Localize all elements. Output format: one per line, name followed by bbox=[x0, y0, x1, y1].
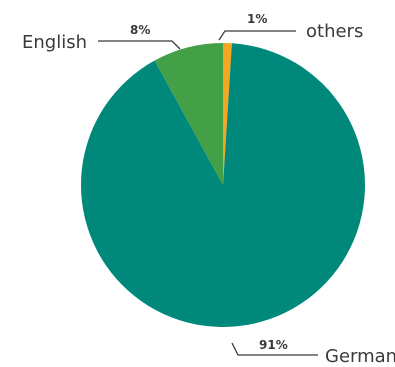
pct-label-english: 8% bbox=[130, 23, 150, 37]
pie-slice-german bbox=[80, 43, 365, 327]
pct-label-german: 91% bbox=[259, 338, 288, 352]
pie-slice-english bbox=[154, 42, 223, 185]
category-label-english: English bbox=[22, 32, 87, 53]
category-label-german: German bbox=[325, 346, 395, 367]
pie-slices bbox=[80, 42, 365, 327]
leader-line-english bbox=[98, 40, 181, 50]
pct-label-others: 1% bbox=[247, 12, 267, 26]
leader-line-german bbox=[231, 342, 318, 356]
pie-slice-others bbox=[223, 43, 232, 185]
leader-line-others bbox=[218, 30, 296, 41]
category-label-others: others bbox=[306, 21, 363, 42]
